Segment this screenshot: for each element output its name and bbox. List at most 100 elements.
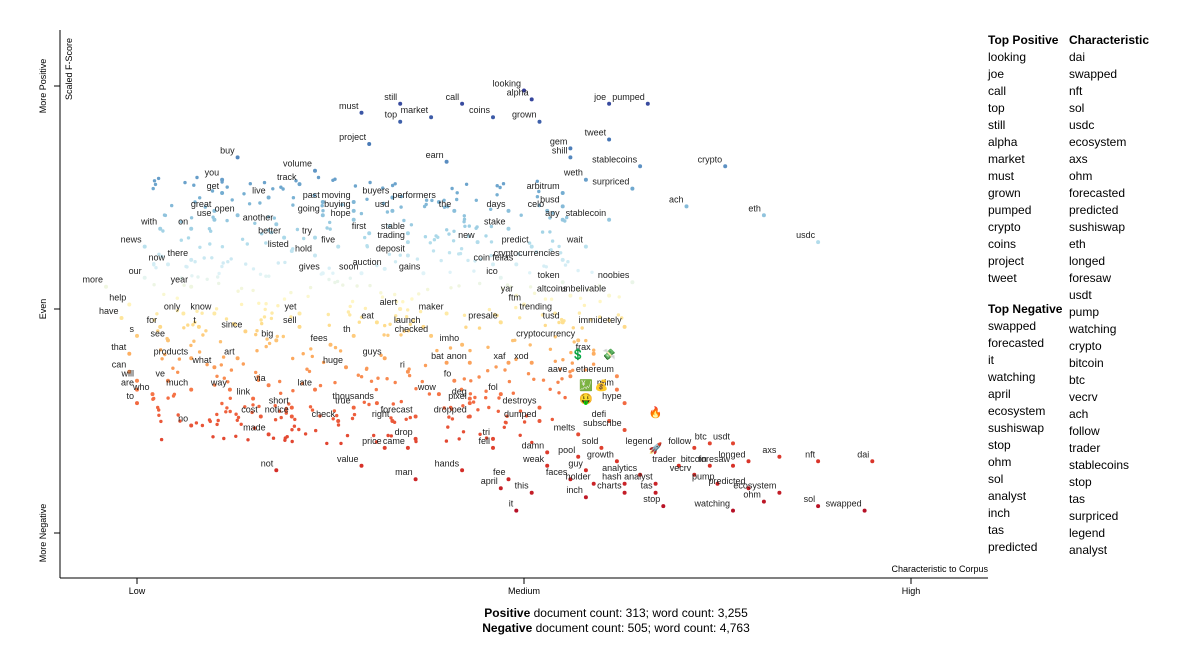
point-notice[interactable]: [289, 414, 294, 419]
point-cost[interactable]: [258, 414, 263, 419]
point-ve[interactable]: [166, 378, 170, 383]
point-get[interactable]: [220, 191, 225, 195]
label-analytics[interactable]: analytics: [602, 463, 638, 473]
label-ecosystem[interactable]: ecosystem: [733, 481, 776, 491]
point-alert[interactable]: [398, 307, 403, 311]
label-year[interactable]: year: [171, 275, 189, 285]
label-stop[interactable]: stop: [643, 494, 660, 504]
point-aave[interactable]: [568, 374, 573, 379]
label-way[interactable]: way: [210, 378, 228, 388]
label-stablecoins[interactable]: stablecoins: [592, 154, 638, 164]
label-damn[interactable]: damn: [522, 440, 545, 450]
point-anon[interactable]: [467, 360, 472, 365]
char-item[interactable]: swapped: [1069, 67, 1118, 81]
point-hope[interactable]: [351, 217, 356, 222]
char-item[interactable]: watching: [1069, 322, 1117, 336]
point-it[interactable]: [514, 508, 519, 513]
point-pumped[interactable]: [645, 101, 650, 106]
label-bat[interactable]: bat: [431, 351, 444, 361]
pos-item[interactable]: must: [988, 169, 1015, 183]
char-item[interactable]: ecosystem: [1069, 135, 1127, 149]
label-anon[interactable]: anon: [447, 351, 467, 361]
point-not[interactable]: [274, 468, 279, 473]
label-buyers[interactable]: buyers: [362, 186, 390, 196]
label-th[interactable]: th: [343, 324, 351, 334]
point-stop[interactable]: [661, 504, 666, 509]
label-aave[interactable]: aave: [548, 364, 568, 374]
point-analytics[interactable]: [638, 472, 643, 477]
label-there[interactable]: there: [168, 248, 189, 258]
point-pixel[interactable]: [467, 401, 472, 406]
char-item[interactable]: nft: [1069, 84, 1083, 98]
label-know[interactable]: know: [190, 302, 212, 312]
label-news[interactable]: news: [121, 235, 143, 245]
label-on[interactable]: on: [178, 217, 188, 227]
point-presale[interactable]: [498, 320, 503, 325]
point-no[interactable]: [189, 423, 194, 428]
neg-item[interactable]: sol: [988, 472, 1004, 486]
neg-item[interactable]: it: [988, 353, 994, 367]
point-huge[interactable]: [344, 365, 348, 370]
point-link[interactable]: [251, 396, 256, 401]
char-item[interactable]: longed: [1069, 254, 1106, 268]
neg-item[interactable]: sushiswap: [988, 421, 1045, 435]
label-coins[interactable]: coins: [469, 105, 491, 115]
label-still[interactable]: still: [384, 92, 397, 102]
label-hands[interactable]: hands: [435, 458, 460, 468]
char-item[interactable]: foresaw: [1069, 271, 1112, 285]
point-much[interactable]: [189, 387, 194, 392]
point-stablecoins[interactable]: [638, 164, 643, 169]
label-ethereum[interactable]: ethereum: [576, 364, 614, 374]
point-holder[interactable]: [591, 481, 596, 486]
label-ri[interactable]: ri: [400, 360, 405, 370]
label-pumped[interactable]: pumped: [612, 92, 645, 102]
point-legend[interactable]: [653, 445, 658, 450]
label-weth[interactable]: weth: [563, 168, 583, 178]
label-deg[interactable]: deg: [452, 387, 467, 397]
point-axs[interactable]: [777, 454, 782, 459]
point-hash[interactable]: [622, 481, 627, 486]
point-you[interactable]: [220, 177, 225, 182]
neg-item[interactable]: swapped: [988, 319, 1037, 333]
char-item[interactable]: usdt: [1069, 288, 1092, 302]
char-item[interactable]: ohm: [1069, 169, 1093, 183]
point-melts[interactable]: [576, 432, 581, 437]
point-on[interactable]: [189, 226, 194, 231]
point-dumped[interactable]: [537, 419, 542, 423]
point-more[interactable]: [104, 284, 108, 289]
point-usdc[interactable]: [816, 240, 821, 245]
label-not[interactable]: not: [261, 458, 274, 468]
point-since[interactable]: [243, 329, 248, 334]
point-way[interactable]: [227, 387, 232, 392]
label-fee[interactable]: fee: [493, 467, 506, 477]
label-checked[interactable]: checked: [395, 324, 429, 334]
point-thousands[interactable]: [374, 401, 379, 406]
label-it[interactable]: it: [509, 499, 514, 509]
point-crypto[interactable]: [723, 164, 728, 169]
label-hold[interactable]: hold: [295, 244, 312, 254]
char-item[interactable]: usdc: [1069, 118, 1095, 132]
label-grown[interactable]: grown: [512, 110, 537, 120]
label-to[interactable]: to: [126, 391, 134, 401]
point-past[interactable]: [320, 200, 325, 204]
label-tusd[interactable]: tusd: [543, 310, 560, 320]
label-foresaw[interactable]: foresaw: [698, 454, 730, 464]
label-unbelivable[interactable]: unbelivable: [561, 284, 607, 294]
label-bitcoin[interactable]: bitcoin: [681, 454, 707, 464]
point-deg[interactable]: [467, 396, 472, 401]
label-fell[interactable]: fell: [478, 436, 490, 446]
point-performers[interactable]: [436, 200, 441, 204]
label-trending[interactable]: trending: [519, 302, 552, 312]
label-ico[interactable]: ico: [486, 266, 498, 276]
label-market[interactable]: market: [401, 105, 429, 115]
point-stable[interactable]: [405, 231, 410, 236]
label-came[interactable]: came: [383, 436, 405, 446]
label-performers[interactable]: performers: [392, 190, 436, 200]
point-made[interactable]: [266, 432, 271, 437]
point-checked[interactable]: [429, 333, 434, 338]
label-busd[interactable]: busd: [540, 194, 560, 204]
point-call[interactable]: [460, 101, 465, 106]
label-price[interactable]: price: [362, 436, 382, 446]
label-faces[interactable]: faces: [546, 467, 568, 477]
point-ohm[interactable]: [761, 499, 766, 504]
